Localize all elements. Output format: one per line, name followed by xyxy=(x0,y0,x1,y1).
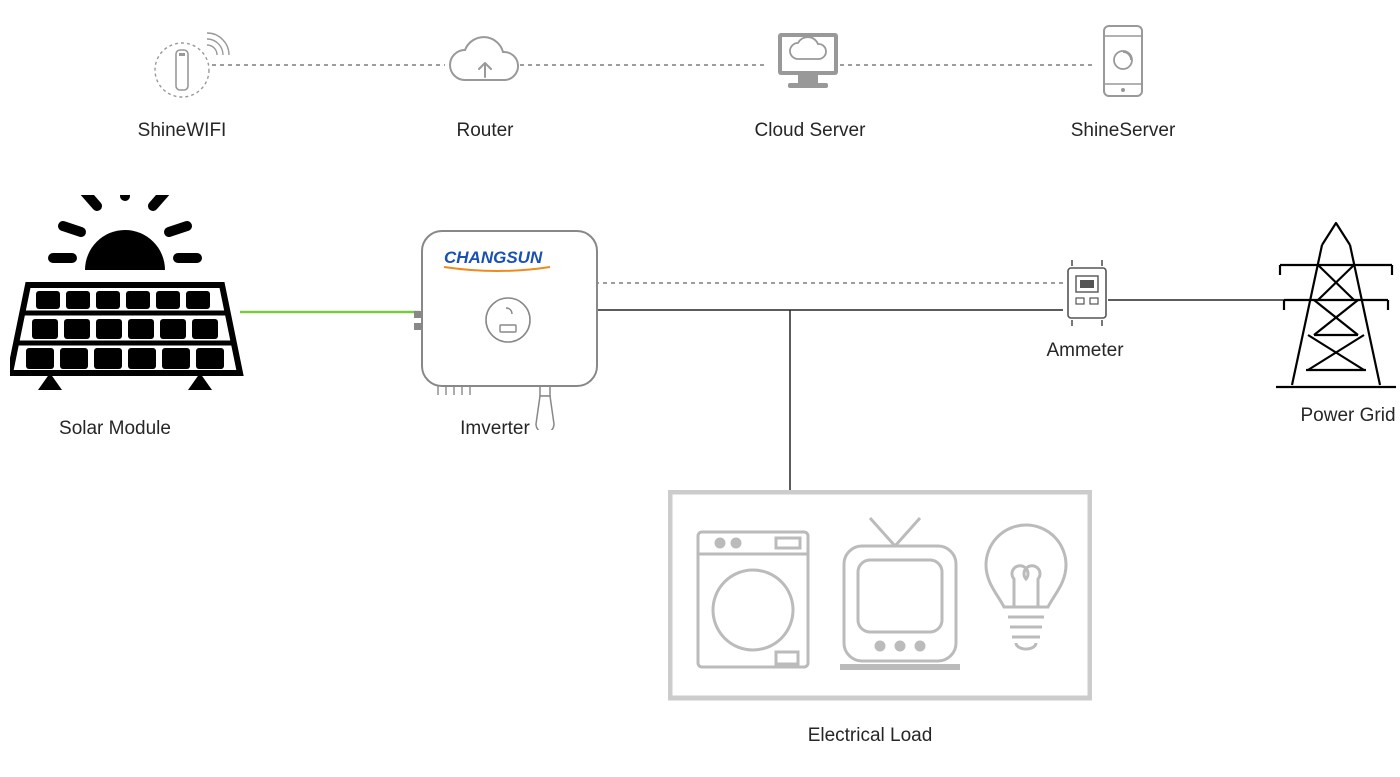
inverter-node: CHANGSUN xyxy=(408,225,608,435)
shinewifi-node xyxy=(152,30,242,115)
cloud-server-node xyxy=(768,25,848,105)
ammeter-node xyxy=(1062,258,1112,333)
shinewifi-icon xyxy=(152,30,242,110)
solar-panel-icon xyxy=(10,195,250,395)
router-node xyxy=(445,35,525,100)
ammeter-icon xyxy=(1062,258,1112,328)
cloud-upload-icon xyxy=(445,35,525,95)
cloud-server-label: Cloud Server xyxy=(750,120,870,142)
shineserver-node xyxy=(1098,22,1148,107)
router-label: Router xyxy=(445,120,525,142)
inverter-icon: CHANGSUN xyxy=(408,225,608,430)
cloud-server-icon xyxy=(768,25,848,100)
load-node xyxy=(668,490,1092,709)
electrical-load-icon xyxy=(668,490,1092,704)
solar-node xyxy=(10,195,250,400)
shineserver-label: ShineServer xyxy=(1068,120,1178,142)
svg-text:CHANGSUN: CHANGSUN xyxy=(444,248,543,267)
inverter-label: Imverter xyxy=(445,418,545,440)
solar-label: Solar Module xyxy=(45,418,185,440)
phone-icon xyxy=(1098,22,1148,102)
grid-label: Power Grid xyxy=(1288,405,1400,427)
load-label: Electrical Load xyxy=(790,725,950,747)
power-tower-icon xyxy=(1272,215,1400,395)
ammeter-label: Ammeter xyxy=(1035,340,1135,362)
shinewifi-label: ShineWIFI xyxy=(132,120,232,142)
grid-node xyxy=(1272,215,1400,400)
